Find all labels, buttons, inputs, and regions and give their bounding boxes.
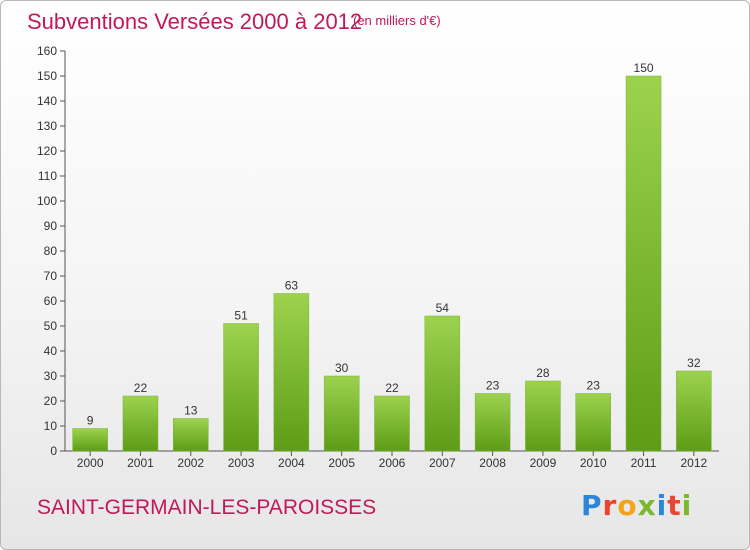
value-label: 150 bbox=[634, 61, 654, 75]
value-label: 22 bbox=[134, 381, 148, 395]
x-tick-label: 2005 bbox=[328, 456, 355, 470]
logo-letter: P bbox=[581, 489, 603, 522]
value-label: 63 bbox=[285, 279, 299, 293]
chart-title: Subventions Versées 2000 à 2012 bbox=[27, 9, 363, 34]
commune-name: SAINT-GERMAIN-LES-PAROISSES bbox=[37, 496, 377, 519]
bar-2009 bbox=[525, 380, 561, 452]
bar-2006 bbox=[374, 395, 410, 452]
y-tick-label: 140 bbox=[37, 94, 57, 108]
x-tick-label: 2009 bbox=[530, 456, 557, 470]
bar-2003 bbox=[223, 323, 259, 452]
bar-2007 bbox=[424, 315, 461, 452]
value-label: 23 bbox=[587, 379, 601, 393]
x-tick-label: 2010 bbox=[580, 456, 607, 470]
x-tick-label: 2004 bbox=[278, 456, 305, 470]
bar-2010 bbox=[575, 393, 611, 452]
logo-letter: i bbox=[681, 489, 693, 522]
value-label: 23 bbox=[486, 379, 500, 393]
bar-2011 bbox=[625, 75, 662, 452]
y-tick-label: 160 bbox=[37, 44, 57, 58]
x-tick-label: 2003 bbox=[228, 456, 255, 470]
value-label: 30 bbox=[335, 361, 349, 375]
x-tick-label: 2011 bbox=[631, 456, 657, 470]
value-label: 22 bbox=[385, 381, 399, 395]
bar-2000 bbox=[72, 428, 108, 452]
y-tick-label: 60 bbox=[44, 294, 58, 308]
y-tick-label: 90 bbox=[44, 219, 58, 233]
y-tick-label: 100 bbox=[37, 194, 57, 208]
proxiti-logo: Proxiti bbox=[581, 489, 692, 522]
chart-bars: 9 22 13 51 63 30 22 54 23 28 23 150 32 bbox=[72, 61, 712, 452]
y-tick-label: 30 bbox=[44, 369, 58, 383]
y-tick-label: 0 bbox=[50, 444, 57, 458]
y-tick-label: 10 bbox=[44, 419, 58, 433]
x-tick-label: 2008 bbox=[479, 456, 506, 470]
y-tick-label: 70 bbox=[44, 269, 58, 283]
value-label: 51 bbox=[234, 309, 248, 323]
x-tick-label: 2001 bbox=[127, 456, 154, 470]
value-label: 13 bbox=[184, 404, 198, 418]
y-tick-label: 110 bbox=[38, 169, 57, 183]
bar-2012 bbox=[676, 370, 712, 452]
bar-2001 bbox=[122, 395, 159, 452]
logo-letter: o bbox=[617, 489, 638, 522]
value-label: 54 bbox=[436, 301, 450, 315]
logo-letter: t bbox=[667, 489, 682, 522]
value-label: 32 bbox=[687, 356, 701, 370]
value-label: 28 bbox=[536, 366, 550, 380]
bar-2004 bbox=[273, 293, 310, 452]
y-tick-label: 150 bbox=[37, 69, 57, 83]
logo-letter: i bbox=[656, 489, 668, 522]
x-tick-label: 2000 bbox=[77, 456, 104, 470]
x-tick-label: 2002 bbox=[177, 456, 204, 470]
logo-letter: x bbox=[637, 489, 657, 522]
bar-2005 bbox=[323, 375, 360, 452]
chart-subtitle: (en milliers d'€) bbox=[353, 13, 441, 28]
y-tick-label: 40 bbox=[44, 344, 58, 358]
x-tick-label: 2006 bbox=[379, 456, 406, 470]
x-tick-label: 2012 bbox=[680, 456, 707, 470]
chart-axes: 0 10 20 30 40 50 60 70 80 90 100 110 120 130 140 150 160… bbox=[37, 44, 719, 470]
y-tick-label: 120 bbox=[37, 144, 57, 158]
value-label: 9 bbox=[87, 414, 94, 428]
bar-2008 bbox=[474, 393, 511, 452]
x-tick-label: 2007 bbox=[429, 456, 456, 470]
logo-letter: r bbox=[602, 489, 618, 522]
y-tick-label: 80 bbox=[44, 244, 58, 258]
bar-2002 bbox=[173, 418, 209, 452]
y-tick-label: 130 bbox=[37, 119, 57, 133]
y-tick-label: 50 bbox=[44, 319, 58, 333]
y-tick-label: 20 bbox=[44, 394, 58, 408]
